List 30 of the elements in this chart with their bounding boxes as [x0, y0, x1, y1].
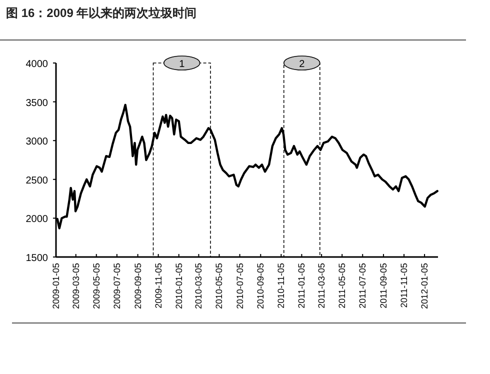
- x-tick-label: 2011-03-05: [316, 263, 327, 308]
- x-tick-label: 2009-09-05: [132, 263, 143, 310]
- x-tick-label: 2011-07-05: [358, 263, 368, 308]
- x-tick-label: 2010-03-05: [194, 263, 204, 310]
- x-tick-label: 2009-03-05: [70, 263, 81, 310]
- band-label: 1: [179, 59, 186, 70]
- x-tick-label: 2009-11-05: [153, 263, 164, 308]
- y-tick-label: 3500: [26, 98, 48, 109]
- band: 2: [283, 56, 320, 258]
- band: 1: [152, 56, 211, 258]
- x-tick-label: 2010-11-05: [276, 263, 286, 308]
- y-tick-label: 2000: [26, 214, 48, 226]
- chart-title: 图 16：2009 年以来的两次垃圾时间: [6, 6, 197, 20]
- x-tick-label: 2010-09-05: [256, 263, 266, 310]
- x-tick-label: 2010-07-05: [234, 263, 245, 310]
- x-tick-label: 2011-05-05: [337, 263, 348, 308]
- x-tick-label: 2011-01-05: [296, 263, 307, 308]
- band-label: 2: [299, 59, 306, 70]
- x-tick-label: 2009-01-05: [51, 263, 61, 310]
- x-tick-label: 2011-11-05: [399, 263, 410, 308]
- y-tick-label: 1500: [26, 253, 48, 264]
- y-tick-label: 3000: [26, 136, 48, 148]
- x-tick-label: 2011-09-05: [378, 263, 388, 308]
- x-tick-label: 2012-01-05: [420, 263, 430, 310]
- x-tick-label: 2010-05-05: [214, 263, 224, 310]
- x-tick-label: 2009-05-05: [91, 263, 102, 310]
- y-tick-label: 4000: [26, 59, 48, 70]
- y-tick-label: 2500: [26, 175, 48, 186]
- x-tick-label: 2009-07-05: [112, 263, 122, 310]
- x-tick-label: 2010-01-05: [174, 263, 184, 310]
